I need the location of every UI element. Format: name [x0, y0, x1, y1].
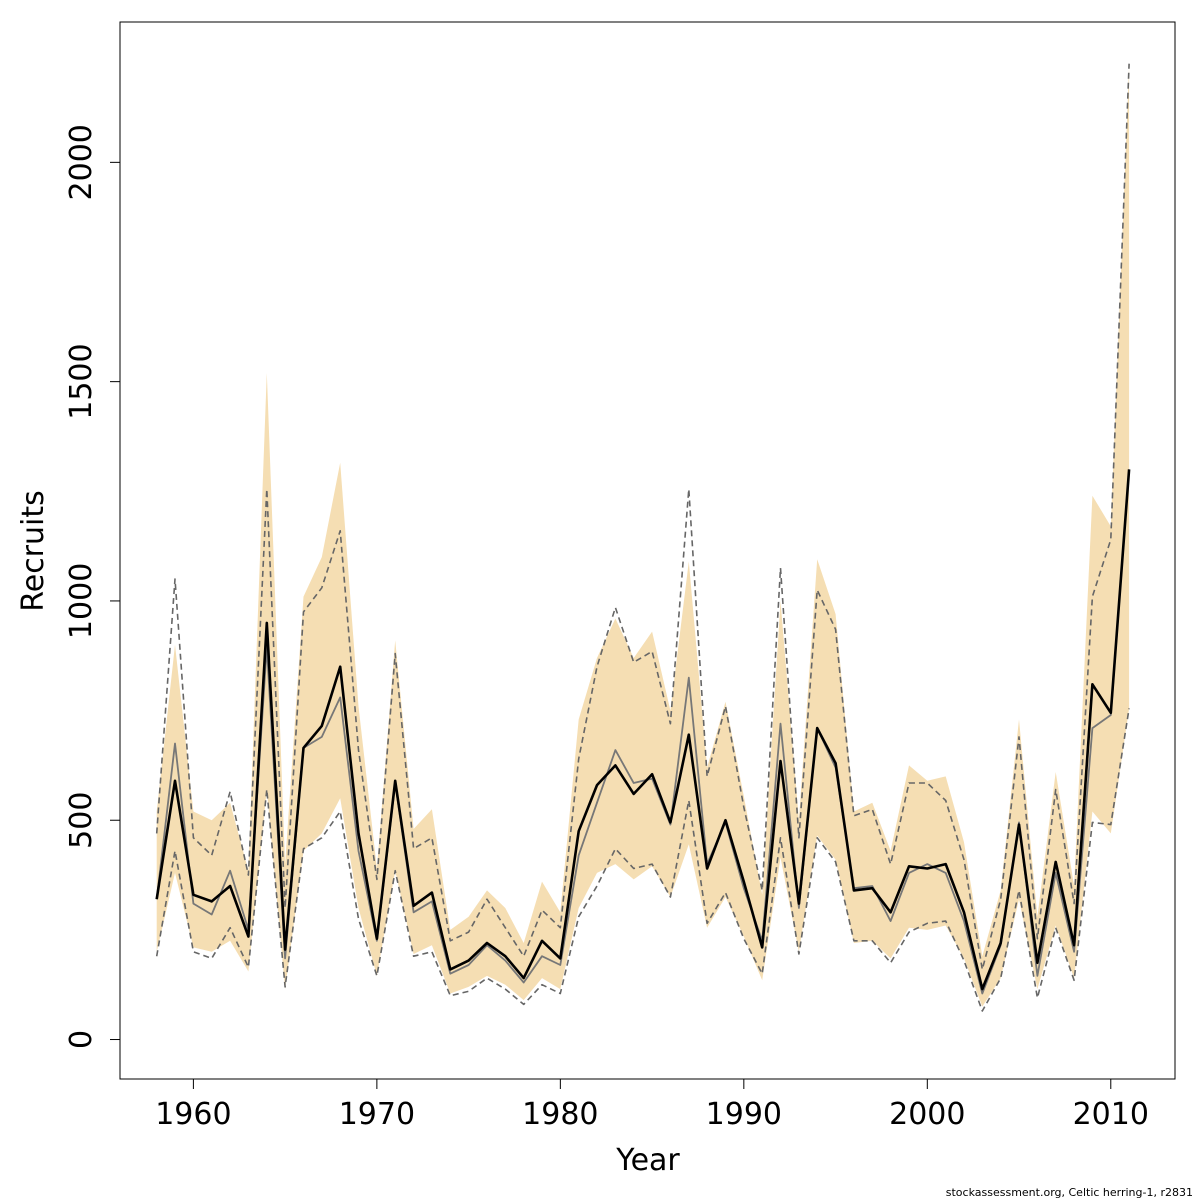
- x-axis-title: Year: [615, 1143, 680, 1178]
- x-tick-label: 1990: [706, 1097, 782, 1132]
- series-lines-layer: [155, 63, 1131, 1012]
- y-tick-label: 2000: [64, 124, 99, 200]
- x-tick-label: 1960: [155, 1097, 231, 1132]
- y-tick-label: 1000: [64, 563, 99, 639]
- estimate-line: [155, 469, 1131, 991]
- confidence-band-layer: [156, 65, 1130, 1007]
- y-tick-label: 1500: [64, 343, 99, 419]
- x-axis: 1960 1970 1980 1990 2000 2010: [155, 1078, 1149, 1132]
- y-axis-title: Recruits: [16, 490, 51, 612]
- y-axis: 0 500 1000 1500 2000: [64, 124, 121, 1049]
- x-tick-label: 1970: [339, 1097, 415, 1132]
- x-tick-label: 2000: [889, 1097, 965, 1132]
- credit-text: stockassessment.org, Celtic herring-1, r…: [946, 1186, 1193, 1199]
- y-tick-label: 500: [64, 792, 99, 849]
- alt-upper-bound-line: [155, 63, 1130, 971]
- plot-frame: [119, 21, 1176, 1080]
- alt-estimate-line: [155, 469, 1130, 995]
- alt-lower-bound-line: [155, 708, 1130, 1012]
- y-tick-label: 0: [64, 1030, 99, 1049]
- x-tick-label: 2010: [1073, 1097, 1149, 1132]
- confidence-band: [156, 65, 1130, 1007]
- x-tick-label: 1980: [522, 1097, 598, 1132]
